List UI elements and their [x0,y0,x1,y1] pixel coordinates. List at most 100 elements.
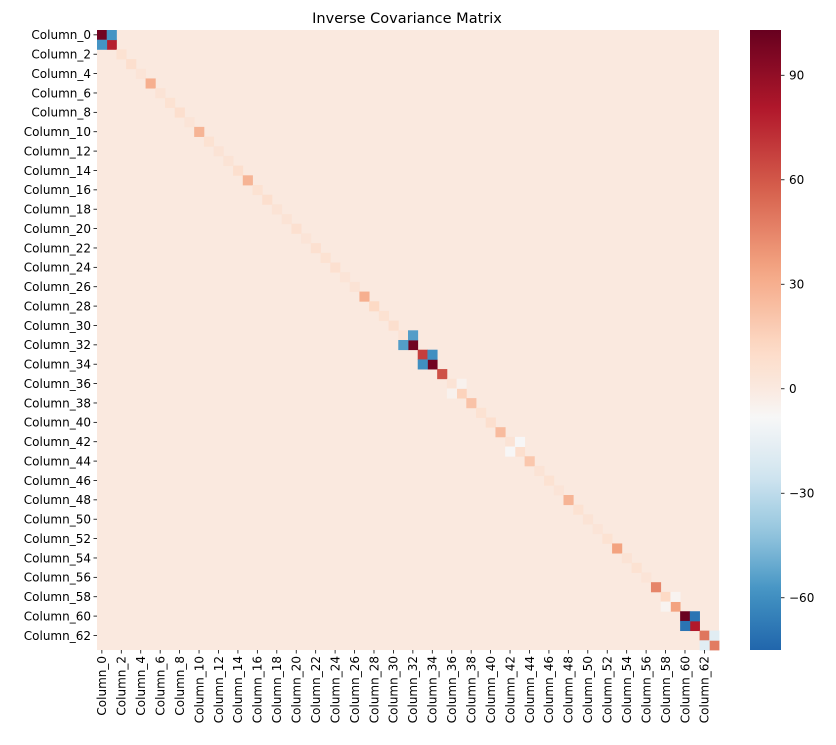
column-tick-label: Column_10 [192,656,206,723]
heatmap-cell-diagonal [213,146,224,157]
row-tick-label: Column_18 [24,203,91,217]
heatmap-cell-diagonal [427,359,438,370]
column-tick-label: Column_30 [387,656,401,723]
heatmap-cell-diagonal [184,117,195,128]
row-tick-label: Column_24 [24,261,91,275]
column-tick-label: Column_2 [115,656,129,716]
heatmap-cell-offdiagonal [689,611,700,622]
colorbar-tick-label: 0 [789,382,797,396]
column-tick-label: Column_54 [620,656,634,723]
heatmap-cell-diagonal [233,165,244,176]
heatmap-cell-offdiagonal [505,446,516,457]
heatmap-cell-offdiagonal [709,630,720,641]
heatmap-cell-offdiagonal [106,30,117,41]
column-tick-label: Column_16 [251,656,265,723]
heatmap-cell-diagonal [301,233,312,244]
row-tick-label: Column_4 [31,67,91,81]
heatmap-cell-diagonal [476,407,487,418]
row-tick-label: Column_36 [24,377,91,391]
heatmap-cell-diagonal [388,320,399,331]
column-tick-label: Column_44 [523,656,537,723]
heatmap-cell-diagonal [437,369,448,380]
row-tick-labels: Column_0 Column_2 Column_4 Column_6 Column_8… [24,28,97,643]
heatmap-cell-diagonal [408,340,419,351]
column-tick-label: Column_46 [542,656,556,723]
heatmap-cell-offdiagonal [660,601,671,612]
column-tick-label: Column_50 [581,656,595,723]
row-tick-label: Column_26 [24,280,91,294]
colorbar-tick-label: 90 [789,69,804,83]
row-tick-label: Column_32 [24,338,91,352]
heatmap-cell-diagonal [650,582,662,593]
heatmap-cell-diagonal [514,446,526,457]
column-tick-label: Column_52 [601,656,615,723]
row-tick-label: Column_12 [24,144,91,158]
heatmap-cell-diagonal [223,155,234,167]
heatmap-cell-offdiagonal [514,436,526,447]
colorbar-tick-label: −60 [789,591,814,605]
heatmap-cells [97,30,720,651]
heatmap-cell-offdiagonal [456,378,467,389]
column-tick-label: Column_42 [503,656,517,723]
row-tick-label: Column_60 [24,609,91,623]
heatmap-cell-diagonal [417,349,428,360]
heatmap-cell-diagonal [310,243,321,254]
heatmap-cell-diagonal [349,281,360,292]
column-tick-label: Column_62 [698,656,712,723]
colorbar-tick-label: 60 [789,173,804,187]
column-tick-label: Column_56 [639,656,653,723]
row-tick-label: Column_30 [24,319,91,333]
column-tick-label: Column_38 [464,656,478,723]
column-tick-label: Column_4 [134,656,148,716]
heatmap-cell-diagonal [485,417,496,428]
heatmap-cell-offdiagonal [97,39,108,50]
heatmap-cell-diagonal [174,107,185,118]
heatmap-cell-diagonal [155,88,166,99]
row-tick-label: Column_38 [24,396,91,410]
heatmap-cell-diagonal [670,601,681,612]
heatmap-cell-diagonal [378,310,389,322]
heatmap-cell-diagonal [689,620,700,632]
heatmap-cell-diagonal [398,330,409,341]
heatmap-cell-diagonal [553,485,564,496]
heatmap-cell-diagonal [252,185,263,196]
heatmap-cell-diagonal [135,68,146,79]
heatmap-cell-diagonal [534,465,545,477]
colorbar: −60 −30 0 30 60 90 [750,30,814,650]
heatmap-cell-diagonal [165,97,176,108]
heatmap-cell-offdiagonal [699,640,710,651]
row-tick-label: Column_2 [31,48,91,62]
heatmap-cell-diagonal [194,126,205,137]
heatmap-cell-offdiagonal [680,620,691,632]
heatmap-cell-diagonal [641,572,652,583]
heatmap-cell-diagonal [203,136,215,147]
row-tick-label: Column_0 [31,28,91,42]
chart-title: Inverse Covariance Matrix [312,11,502,27]
heatmap-cell-diagonal [592,524,603,535]
heatmap-cell-offdiagonal [427,349,438,360]
column-tick-label: Column_8 [173,656,187,716]
row-tick-label: Column_52 [24,532,91,546]
heatmap-cell-diagonal [660,591,671,602]
heatmap-cell-diagonal [573,504,584,515]
heatmap-cell-diagonal [271,204,283,215]
column-tick-label: Column_24 [328,656,342,723]
heatmap-cell-diagonal [359,291,370,302]
column-tick-label: Column_48 [562,656,576,723]
row-tick-label: Column_16 [24,183,91,197]
column-tick-label: Column_22 [309,656,323,723]
heatmap-cell-diagonal [446,378,457,389]
heatmap-cell-diagonal [106,39,117,50]
heatmap-cell-diagonal [602,533,613,544]
heatmap-cell-diagonal [680,611,691,622]
row-tick-label: Column_46 [24,474,91,488]
row-tick-label: Column_44 [24,454,91,468]
heatmap-cell-offdiagonal [417,359,428,370]
row-tick-label: Column_54 [24,551,91,565]
row-tick-label: Column_58 [24,590,91,604]
row-tick-label: Column_10 [24,125,91,139]
column-tick-label: Column_40 [484,656,498,723]
column-tick-label: Column_12 [212,656,226,723]
